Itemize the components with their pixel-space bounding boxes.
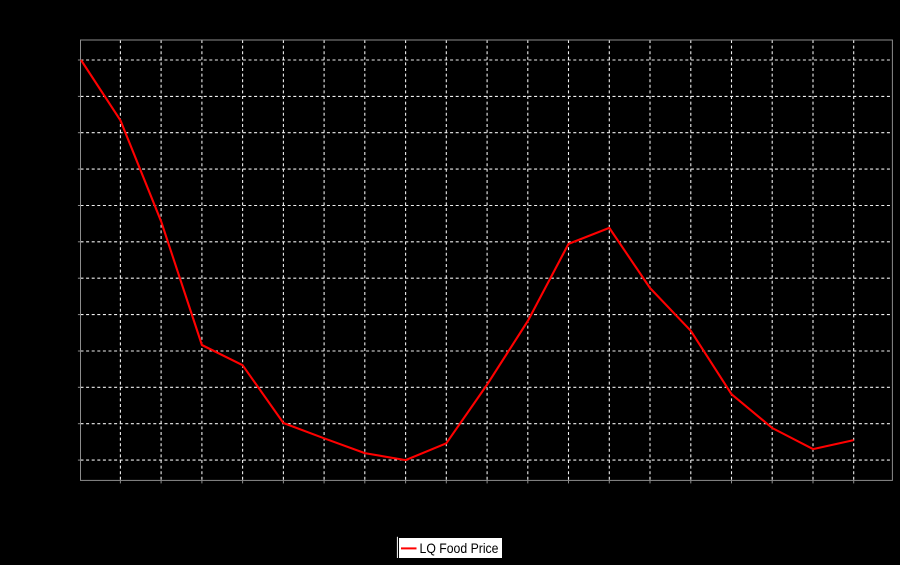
svg-text:LQ Food Price: LQ Food Price: [420, 540, 499, 556]
